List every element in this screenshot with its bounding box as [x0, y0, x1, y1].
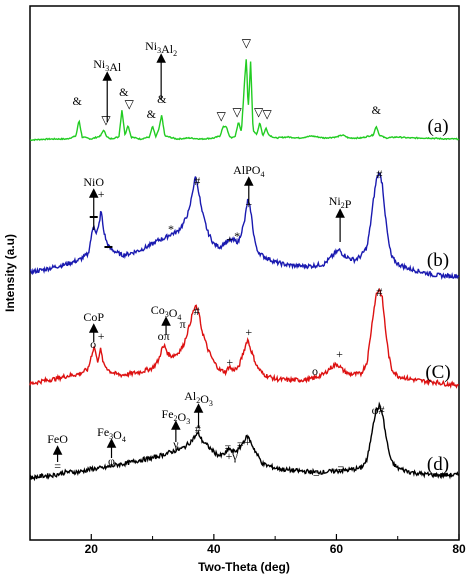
x-axis-title: Two-Theta (deg) — [198, 560, 290, 574]
peak-marker: & — [147, 107, 157, 121]
phase-label: Ni3Al — [93, 57, 122, 74]
peak-marker: ▽ — [125, 97, 135, 111]
peak-marker: + — [98, 187, 105, 201]
peak-marker: φ — [108, 454, 115, 468]
plot-frame — [29, 5, 460, 541]
peak-marker: # — [194, 174, 200, 188]
phase-label: Ni3Al2 — [145, 39, 177, 58]
series-line-1 — [29, 59, 460, 142]
peak-marker: ▽ — [101, 113, 111, 127]
peak-marker: + — [98, 329, 105, 343]
peak-marker: & — [119, 85, 129, 99]
phase-label: Ni2P — [329, 194, 352, 211]
peak-marker: ▽ — [217, 109, 227, 123]
panel-label-4: (d) — [427, 454, 449, 475]
phase-label: CoP — [83, 310, 104, 324]
peak-marker: & — [73, 94, 83, 108]
peak-marker: +γ — [226, 449, 239, 463]
peak-marker: π — [180, 317, 186, 331]
peak-marker: # — [195, 422, 201, 436]
peak-marker: # — [376, 167, 382, 181]
phase-label: AlPO4 — [233, 163, 264, 179]
x-tick-label: 20 — [85, 542, 99, 556]
panel-label-1: (a) — [427, 116, 448, 137]
peak-marker: + — [245, 325, 252, 339]
series-line-4 — [29, 401, 460, 482]
peak-marker: ▽ — [254, 105, 264, 119]
phase-label: Co3O4 — [151, 303, 182, 322]
peak-marker: # — [376, 285, 382, 299]
peak-marker: = — [237, 437, 244, 451]
x-tick-label: 60 — [330, 542, 344, 556]
x-tick-label: 40 — [207, 542, 221, 556]
panel-label-3: (C) — [425, 362, 450, 383]
peak-marker: & — [157, 92, 167, 106]
y-axis-title: Intensity (a.u) — [3, 234, 17, 312]
phase-label: FeO — [47, 432, 68, 446]
peak-marker: = — [313, 467, 320, 481]
phase-label: Al2O3 — [184, 389, 213, 408]
peak-marker: & — [372, 103, 382, 117]
phase-label: NiO — [83, 175, 104, 189]
x-tick-label: 80 — [452, 542, 466, 556]
peak-marker: ▽ — [242, 36, 252, 50]
peak-marker: = — [337, 461, 344, 475]
peak-marker: # — [194, 304, 200, 318]
peak-marker: + — [226, 232, 233, 246]
peak-marker: + — [244, 435, 251, 449]
peak-marker: * — [234, 229, 240, 243]
phase-label: Fe3O4 — [97, 425, 126, 444]
series-line-2 — [29, 171, 460, 281]
peak-marker: + — [226, 355, 233, 369]
panel-label-2: (b) — [427, 250, 449, 271]
series-line-3 — [29, 287, 460, 389]
peak-marker: = — [54, 459, 61, 473]
peak-marker: ▽ — [263, 107, 273, 121]
peak-marker: φ# — [372, 403, 385, 417]
peak-marker: o — [312, 364, 318, 378]
peak-marker: ▽ — [233, 105, 243, 119]
peak-marker: + — [336, 347, 343, 361]
peak-marker: oπ — [158, 329, 170, 343]
peak-marker: o — [90, 337, 96, 351]
peak-marker: = — [225, 440, 232, 454]
peak-marker: * — [168, 222, 174, 236]
peak-marker: γ — [172, 437, 179, 451]
phase-label: Fe2O3 — [162, 407, 191, 426]
